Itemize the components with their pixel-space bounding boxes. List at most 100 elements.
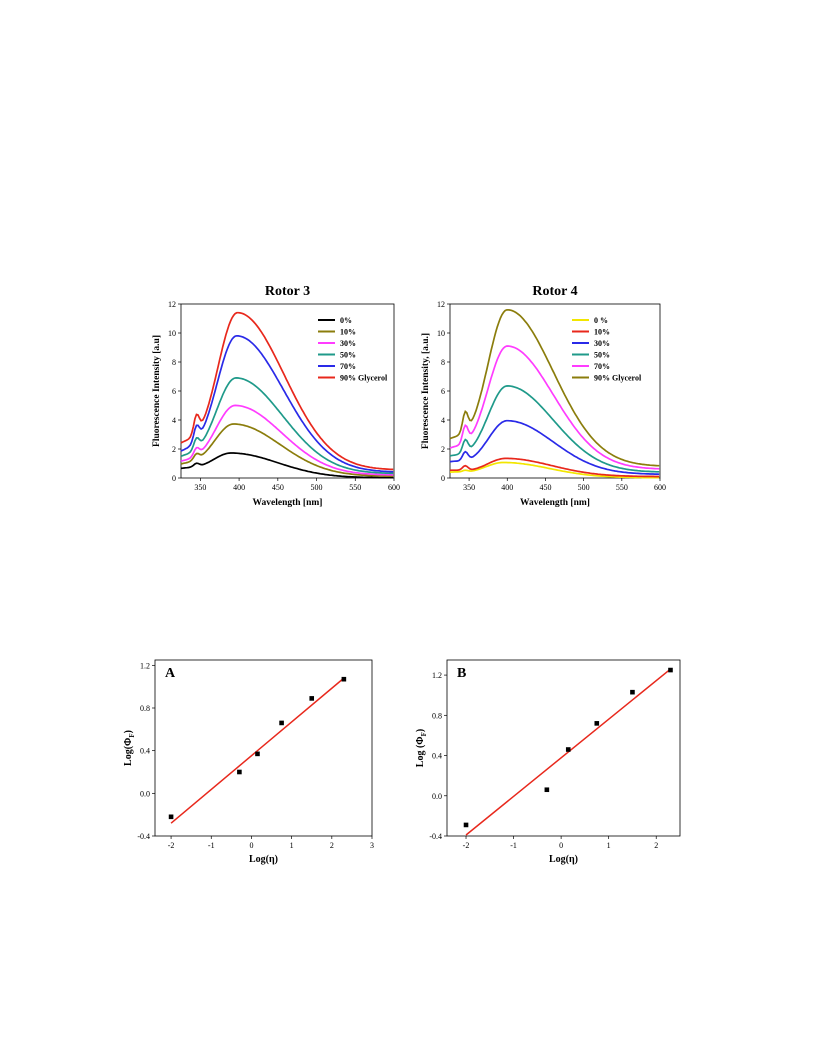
y-tick-label: -0.4 xyxy=(429,832,442,841)
x-tick-label: 600 xyxy=(654,483,666,492)
y-tick-label: 2 xyxy=(172,445,176,454)
y-tick-label: 0.0 xyxy=(140,789,150,798)
y-axis-label: Log (ΦF) xyxy=(415,729,428,767)
legend-label-2: 30% xyxy=(340,339,356,348)
x-tick-label: 500 xyxy=(578,483,590,492)
plot-frame xyxy=(446,659,681,837)
legend-label-1: 10% xyxy=(594,328,610,337)
y-tick-label: 4 xyxy=(441,416,445,425)
y-tick-label: 0 xyxy=(441,474,445,483)
legend-label-3: 50% xyxy=(340,351,356,360)
y-axis-label-main: Log(Φ xyxy=(123,738,134,766)
data-point-0 xyxy=(168,814,174,820)
y-tick-label: 2 xyxy=(441,445,445,454)
data-point-2 xyxy=(565,747,571,752)
fit-line xyxy=(170,677,345,824)
rotor3-panel: Rotor 3 350 400 450 500 550 600 0 2 4 6 8 10 12 Wavele… xyxy=(143,278,406,513)
y-tick-label: 0.8 xyxy=(140,704,150,713)
legend-label-0: 0% xyxy=(340,316,352,325)
series-line-1 xyxy=(180,423,394,477)
plotA-chart: A -2 -1 0 1 2 3 -0.4 0.0 0.4 0.8 1.2 Log(η) Log(ΦF) xyxy=(123,659,374,865)
y-axis-label-sub: F xyxy=(420,732,428,736)
data-point-4 xyxy=(309,696,315,701)
y-tick-label: 0.0 xyxy=(432,792,442,801)
y-axis-label-close: ) xyxy=(415,729,426,732)
x-tick-label: 600 xyxy=(388,483,400,492)
x-tick-label: -2 xyxy=(168,841,175,850)
data-point-1 xyxy=(237,769,242,775)
data-point-5 xyxy=(341,676,347,682)
x-tick-label: 500 xyxy=(311,483,323,492)
legend-label-3: 50% xyxy=(594,351,610,360)
x-tick-label: -1 xyxy=(208,841,215,850)
x-tick-label: 400 xyxy=(233,483,245,492)
y-tick-label: 10 xyxy=(437,329,445,338)
x-axis-label: Log(η) xyxy=(549,854,578,865)
series-line-5 xyxy=(180,311,394,471)
rotor4-chart: Rotor 4 350 400 450 500 550 600 0 2 4 6 8 10 12 Wavele… xyxy=(421,284,666,508)
x-axis-label: Wavelength [nm] xyxy=(520,498,590,508)
x-tick-label: 1 xyxy=(290,841,294,850)
y-tick-label: 0 xyxy=(172,474,176,483)
y-tick-label: 8 xyxy=(441,358,445,367)
legend-label-4: 70% xyxy=(340,362,356,371)
y-axis-label-sub: F xyxy=(128,733,136,737)
plot-frame xyxy=(154,659,373,837)
data-point-3 xyxy=(594,721,600,726)
y-tick-label: 6 xyxy=(441,387,445,396)
y-tick-label: 1.2 xyxy=(140,661,150,670)
x-axis-label: Wavelength [nm] xyxy=(253,498,323,508)
data-point-1 xyxy=(544,787,550,793)
y-tick-label: 0.4 xyxy=(140,747,150,756)
series-line-1 xyxy=(449,457,660,478)
series-line-4 xyxy=(180,334,394,473)
y-tick-label: 12 xyxy=(437,300,445,309)
y-tick-label: 10 xyxy=(168,329,176,338)
series-line-0 xyxy=(449,461,660,479)
panel-letter: B xyxy=(457,666,466,681)
y-tick-label: -0.4 xyxy=(137,832,150,841)
y-tick-label: 12 xyxy=(168,300,176,309)
y-axis-label: Log(ΦF) xyxy=(123,730,136,766)
plotB-chart: B -2 -1 0 1 2 -0.4 0.0 0.4 0.8 1.2 Log(η) Log (ΦF) xyxy=(415,659,681,865)
data-point-2 xyxy=(255,751,260,757)
x-tick-label: -2 xyxy=(463,841,470,850)
y-tick-label: 1.2 xyxy=(432,671,442,680)
chart-title: Rotor 4 xyxy=(532,284,577,299)
plotB-panel: B -2 -1 0 1 2 -0.4 0.0 0.4 0.8 1.2 Log(η) Log (ΦF) xyxy=(405,648,695,870)
rotor3-chart: Rotor 3 350 400 450 500 550 600 0 2 4 6 8 10 12 Wavele… xyxy=(152,284,400,508)
series-line-2 xyxy=(449,419,660,476)
y-axis-label: Fluorescence Intensity, [a.u.] xyxy=(421,333,431,449)
y-axis-label: Fluorescence Intensity [a.u] xyxy=(152,335,162,447)
series-line-4 xyxy=(449,345,660,470)
x-tick-label: 450 xyxy=(539,483,551,492)
series-line-3 xyxy=(449,385,660,473)
data-point-4 xyxy=(630,689,635,695)
y-tick-label: 0.8 xyxy=(432,711,442,720)
series-line-0 xyxy=(180,452,394,479)
x-tick-label: 350 xyxy=(194,483,206,492)
fit-line xyxy=(465,668,671,836)
x-tick-label: 2 xyxy=(654,841,658,850)
x-tick-label: 3 xyxy=(370,841,374,850)
data-point-5 xyxy=(668,667,673,673)
data-point-3 xyxy=(279,720,284,726)
legend-label-4: 70% xyxy=(594,362,610,371)
x-tick-label: 2 xyxy=(330,841,334,850)
legend-label-1: 10% xyxy=(340,328,356,337)
x-tick-label: 550 xyxy=(616,483,628,492)
x-tick-label: 550 xyxy=(349,483,361,492)
y-tick-label: 0.4 xyxy=(432,752,442,761)
data-point-0 xyxy=(463,822,469,828)
rotor4-panel: Rotor 4 350 400 450 500 550 600 0 2 4 6 8 10 12 Wavele… xyxy=(410,278,675,513)
legend-label-5: 90% Glycerol xyxy=(340,374,388,383)
chart-title: Rotor 3 xyxy=(265,284,310,299)
series-line-3 xyxy=(180,377,394,475)
series-line-2 xyxy=(180,404,394,476)
legend-label-2: 30% xyxy=(594,339,610,348)
legend-label-0: 0 % xyxy=(594,316,608,325)
y-tick-label: 6 xyxy=(172,387,176,396)
y-axis-label-close: ) xyxy=(123,730,134,733)
panel-letter: A xyxy=(165,666,176,681)
x-tick-label: 0 xyxy=(559,841,563,850)
